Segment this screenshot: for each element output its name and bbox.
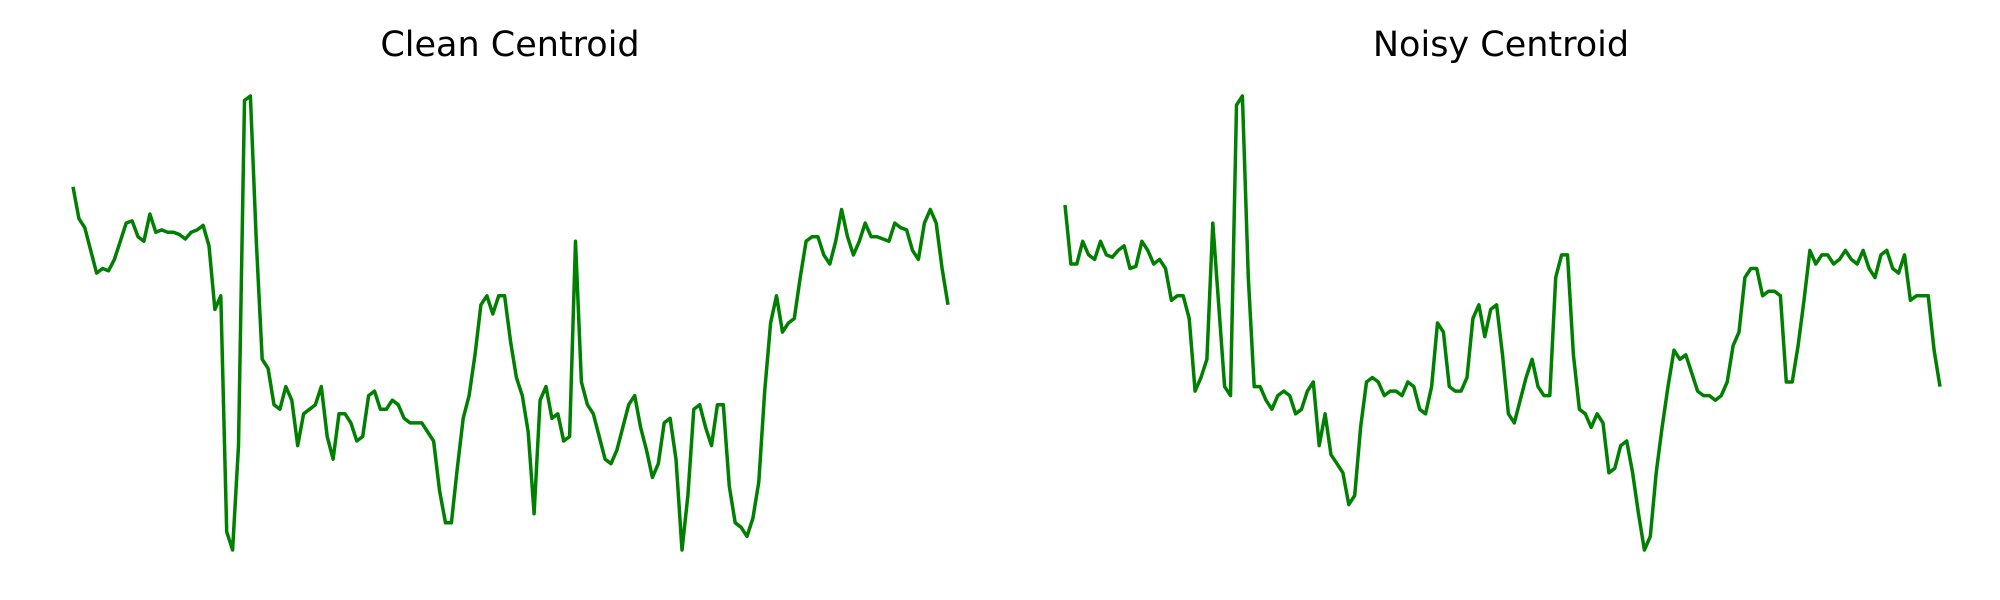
- series-line: [1063, 94, 1942, 552]
- chart-noisy-centroid: Noisy Centroid: [1063, 25, 1942, 552]
- chart-title: Clean Centroid: [380, 25, 639, 65]
- series-line: [71, 94, 950, 552]
- chart-title: Noisy Centroid: [1373, 25, 1629, 65]
- chart-clean-centroid: Clean Centroid: [71, 25, 950, 552]
